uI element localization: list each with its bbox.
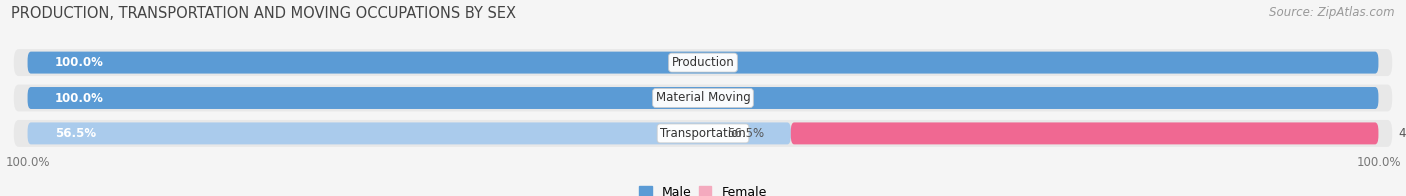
FancyBboxPatch shape [28,87,1378,109]
Text: Material Moving: Material Moving [655,92,751,104]
Text: 43.5%: 43.5% [1399,127,1406,140]
Text: Transportation: Transportation [661,127,745,140]
Text: 56.5%: 56.5% [55,127,96,140]
Text: Production: Production [672,56,734,69]
FancyBboxPatch shape [28,52,1378,74]
Text: 100.0%: 100.0% [55,56,104,69]
Text: Source: ZipAtlas.com: Source: ZipAtlas.com [1270,6,1395,19]
FancyBboxPatch shape [14,120,1392,147]
FancyBboxPatch shape [14,84,1392,112]
Legend: Male, Female: Male, Female [634,181,772,196]
Text: PRODUCTION, TRANSPORTATION AND MOVING OCCUPATIONS BY SEX: PRODUCTION, TRANSPORTATION AND MOVING OC… [11,6,516,21]
FancyBboxPatch shape [790,122,1378,144]
Text: 56.5%: 56.5% [727,127,763,140]
FancyBboxPatch shape [28,122,790,144]
Text: 100.0%: 100.0% [55,92,104,104]
FancyBboxPatch shape [14,49,1392,76]
